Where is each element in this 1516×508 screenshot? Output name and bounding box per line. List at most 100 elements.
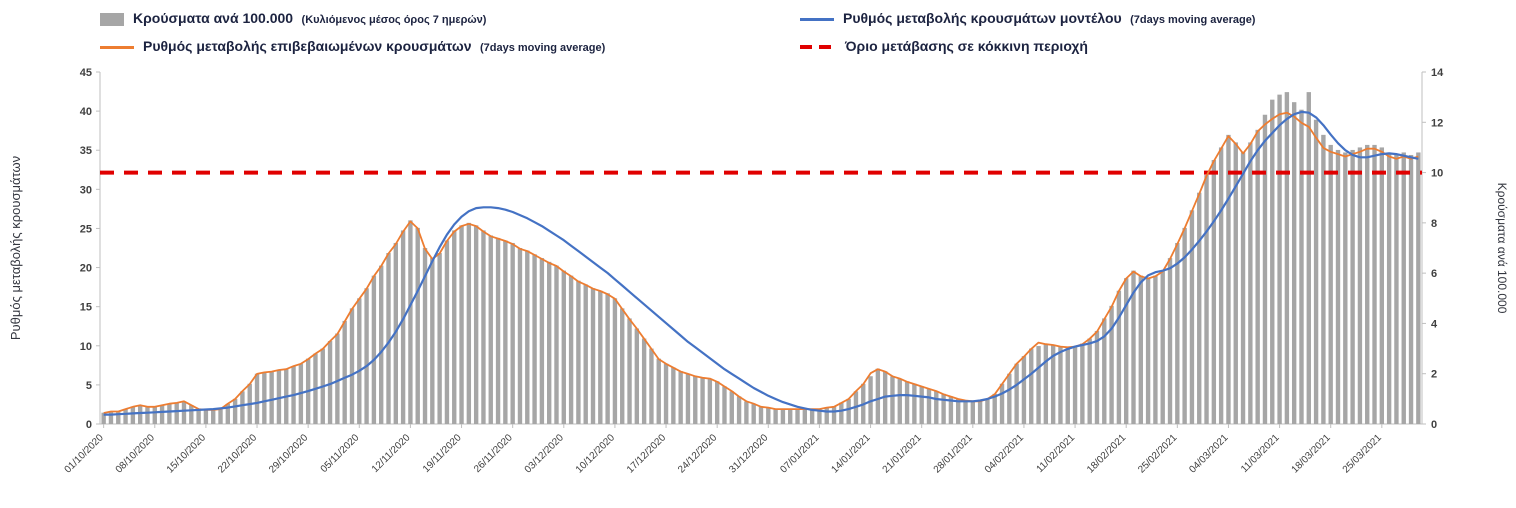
- bar: [1160, 270, 1165, 424]
- x-tick-label: 01/10/2020: [63, 432, 106, 475]
- bar: [547, 261, 552, 424]
- bar: [174, 402, 179, 424]
- bar: [1029, 348, 1034, 424]
- bar: [335, 333, 340, 424]
- left-tick-label: 0: [86, 419, 92, 431]
- legend-item-confirmed-line: Ρυθμός μεταβολής επιβεβαιωμένων κρουσμάτ…: [100, 37, 605, 57]
- bar: [795, 408, 800, 424]
- bar: [1014, 363, 1019, 424]
- bar: [963, 400, 968, 424]
- bar: [992, 393, 997, 424]
- bar: [1365, 144, 1370, 424]
- bar: [1372, 144, 1377, 424]
- bar: [1218, 147, 1224, 424]
- bar: [276, 369, 282, 424]
- bar: [1102, 318, 1107, 424]
- bar: [977, 401, 983, 424]
- bar: [1058, 346, 1063, 424]
- bar: [802, 408, 808, 424]
- bar: [1197, 192, 1202, 424]
- x-tick-label: 19/11/2020: [421, 432, 464, 475]
- bar: [700, 377, 705, 424]
- bar: [481, 230, 486, 424]
- bar: [101, 412, 106, 424]
- confirmed-line-swatch-icon: [100, 45, 134, 49]
- bar: [568, 275, 574, 424]
- bar: [225, 403, 231, 424]
- bar: [108, 411, 114, 424]
- legend-sublabel-model-line: (7days moving average): [1130, 14, 1256, 26]
- left-tick-label: 45: [80, 67, 92, 79]
- bar: [1087, 338, 1092, 424]
- bar: [123, 408, 128, 424]
- bar: [1211, 160, 1217, 424]
- bar: [1145, 278, 1151, 424]
- bar: [1065, 347, 1070, 424]
- bar: [430, 258, 435, 424]
- bar: [459, 225, 464, 424]
- bar: [181, 401, 187, 424]
- bar: [503, 240, 508, 424]
- bar: [116, 411, 121, 424]
- bar: [422, 248, 428, 424]
- bar: [656, 358, 661, 424]
- bar: [262, 372, 267, 424]
- legend-item-model-line: Ρυθμός μεταβολής κρουσμάτων μοντέλου (7d…: [800, 9, 1255, 29]
- x-tick-label: 07/01/2021: [778, 432, 821, 475]
- x-tick-label: 25/02/2021: [1136, 432, 1179, 475]
- bar: [1094, 330, 1100, 424]
- bar: [1050, 344, 1056, 424]
- bar: [211, 410, 216, 424]
- bar: [583, 284, 588, 424]
- bar: [1175, 242, 1180, 424]
- x-axis-labels: 01/10/2020 08/10/2020 15/10/2020 22/10/2020…: [63, 424, 1384, 476]
- bar: [1313, 119, 1319, 425]
- bar: [1284, 92, 1290, 425]
- bar: [678, 371, 683, 424]
- x-tick-label: 12/11/2020: [370, 432, 413, 475]
- bar: [671, 367, 676, 424]
- bar: [525, 250, 530, 424]
- bars-series: [101, 92, 1421, 425]
- bar: [612, 298, 618, 424]
- bar: [766, 407, 771, 424]
- bar: [254, 373, 260, 424]
- bar: [1299, 109, 1304, 425]
- bar: [452, 230, 457, 424]
- bar: [1021, 356, 1027, 424]
- threshold-dash-swatch-icon: [800, 45, 836, 49]
- bar: [999, 383, 1005, 424]
- x-tick-label: 25/03/2021: [1341, 432, 1384, 475]
- bar: [1007, 373, 1012, 424]
- bar: [919, 386, 924, 424]
- bar: [1255, 129, 1260, 424]
- left-tick-label: 5: [86, 380, 92, 392]
- right-tick-label: 14: [1431, 67, 1444, 79]
- x-tick-label: 04/02/2021: [983, 432, 1026, 475]
- x-tick-label: 10/12/2020: [574, 432, 617, 475]
- bar: [232, 398, 238, 424]
- bar: [539, 258, 545, 424]
- bar: [1291, 102, 1297, 425]
- bar: [1226, 134, 1231, 425]
- bar: [758, 406, 764, 424]
- bar: [941, 393, 946, 424]
- legend-item-threshold-line: Όριο μετάβασης σε κόκκινη περιοχή: [800, 37, 1088, 57]
- bar: [167, 403, 172, 424]
- x-tick-label: 17/12/2020: [625, 432, 668, 475]
- confirmed-line: [103, 111, 1419, 414]
- bar: [517, 248, 523, 424]
- bar: [349, 308, 355, 424]
- left-tick-label: 25: [80, 223, 92, 235]
- bars-swatch-icon: [100, 12, 124, 26]
- bar: [627, 318, 632, 424]
- bar: [693, 376, 698, 424]
- legend-label-model-line: Ρυθμός μεταβολής κρουσμάτων μοντέλου: [843, 10, 1122, 26]
- bar: [1131, 270, 1136, 424]
- bar: [269, 371, 274, 424]
- bar: [985, 398, 990, 424]
- x-tick-label: 11/03/2021: [1239, 432, 1282, 475]
- bar: [1416, 152, 1421, 424]
- bar: [904, 381, 910, 424]
